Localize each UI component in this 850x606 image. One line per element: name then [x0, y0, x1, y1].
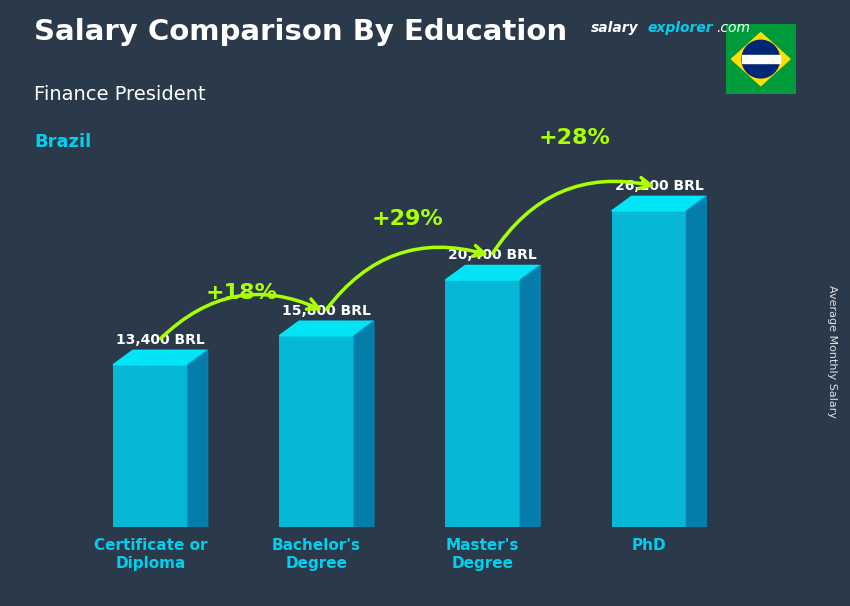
Bar	[445, 280, 520, 527]
Polygon shape	[445, 265, 540, 280]
Text: +28%: +28%	[538, 128, 610, 148]
Text: 20,400 BRL: 20,400 BRL	[449, 248, 537, 262]
Polygon shape	[113, 350, 207, 365]
Polygon shape	[612, 196, 706, 211]
Bar	[742, 55, 779, 63]
Polygon shape	[732, 33, 790, 85]
Polygon shape	[354, 321, 374, 527]
Text: Brazil: Brazil	[34, 133, 91, 152]
Text: +29%: +29%	[372, 209, 444, 230]
Polygon shape	[279, 321, 374, 336]
Polygon shape	[520, 265, 540, 527]
Text: +18%: +18%	[206, 283, 278, 304]
Text: explorer: explorer	[648, 21, 713, 35]
Polygon shape	[687, 196, 706, 527]
Circle shape	[742, 40, 779, 78]
Text: Average Monthly Salary: Average Monthly Salary	[827, 285, 837, 418]
Text: Finance President: Finance President	[34, 85, 206, 104]
Bar	[612, 211, 687, 527]
Polygon shape	[188, 350, 207, 527]
Text: Salary Comparison By Education: Salary Comparison By Education	[34, 18, 567, 46]
Bar	[279, 336, 354, 527]
Bar	[113, 365, 188, 527]
Text: 26,100 BRL: 26,100 BRL	[615, 179, 703, 193]
Text: salary: salary	[591, 21, 638, 35]
Text: .com: .com	[717, 21, 751, 35]
Text: 15,800 BRL: 15,800 BRL	[282, 304, 371, 318]
Text: 13,400 BRL: 13,400 BRL	[116, 333, 205, 347]
